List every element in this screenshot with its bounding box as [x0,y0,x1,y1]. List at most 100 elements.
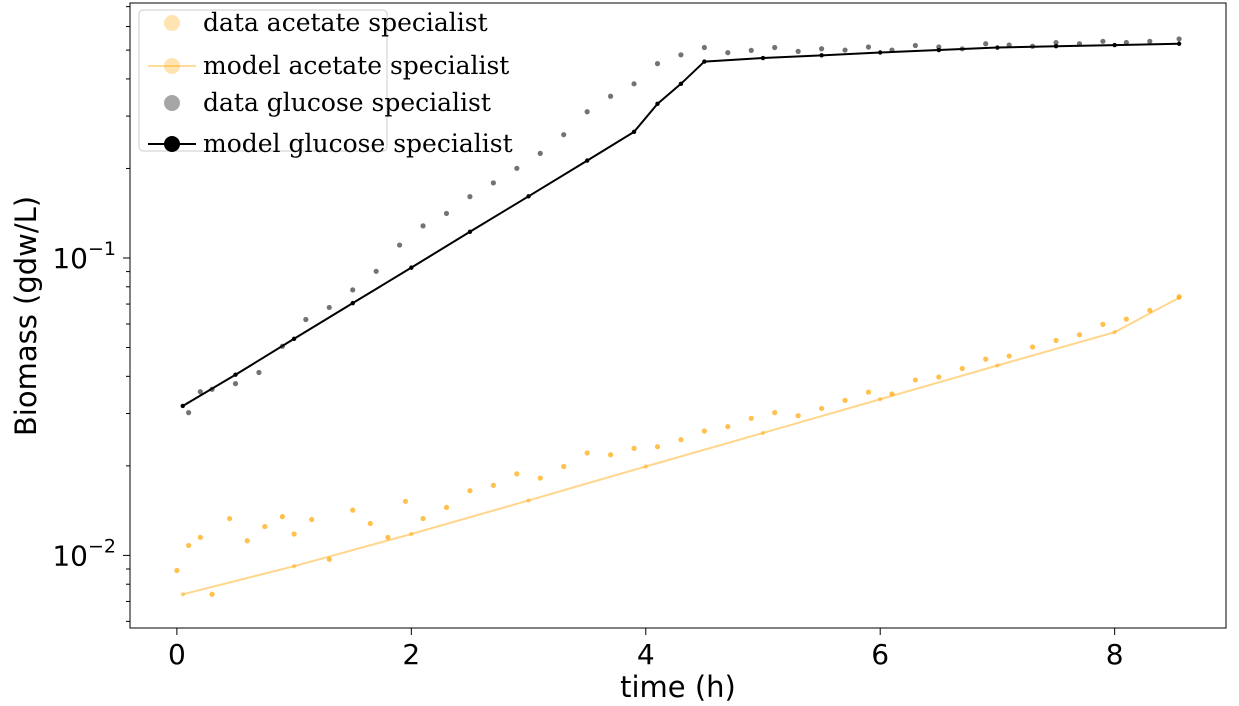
data-point [561,463,567,470]
data-point [186,542,192,549]
series-model-acetate-specialist [180,295,1182,597]
model-point [1112,42,1117,48]
model-point [995,363,1000,368]
series-data-glucose-specialist [186,36,1182,416]
x-tick-label: 6 [871,638,889,671]
y-tick-label: 10−2 [52,535,116,572]
data-point [326,304,332,311]
data-point [537,150,543,156]
data-point [367,520,373,527]
data-point [373,268,379,274]
data-point [912,377,918,383]
data-point [748,47,754,54]
model-point [1176,41,1182,46]
y-axis: 10−210−1 [52,6,130,622]
data-point [772,410,778,416]
data-point [701,44,707,51]
model-point [526,194,531,199]
data-point [748,415,754,421]
model-point [584,158,590,163]
legend-marker [164,95,180,111]
model-point [180,403,185,409]
data-point [467,488,473,494]
legend-label: data glucose specialist [203,88,491,117]
data-point [1053,39,1059,46]
data-point [842,47,848,53]
legend-marker [164,58,180,74]
data-point [420,515,426,522]
model-point [631,129,637,135]
data-point [291,531,297,537]
model-point [760,430,766,436]
data-point [186,410,192,416]
data-point [467,194,473,200]
y-tick-exponent: −2 [88,535,116,557]
data-point [607,93,614,99]
model-point [702,59,707,64]
data-point [1176,294,1182,300]
data-point [443,210,450,217]
series-model-glucose-specialist [180,41,1182,409]
data-point [983,41,989,47]
data-point [402,498,409,504]
data-point [1029,344,1036,350]
data-point [262,523,268,530]
data-point [209,591,215,597]
data-point [772,44,778,51]
model-point [409,531,414,537]
data-point [256,369,262,376]
legend-marker [164,15,180,31]
data-point [1147,307,1153,313]
data-point [514,471,520,477]
legend-label: model acetate specialist [203,51,509,80]
x-axis: 0 2 4 6 8 [168,628,1124,671]
data-point [561,132,567,138]
data-point [350,507,356,513]
model-line [182,296,1180,596]
series-data-acetate-specialist [174,294,1182,597]
data-point [397,242,403,248]
data-point [701,428,707,434]
model-point [291,336,297,341]
data-point [865,389,872,395]
y-tick-exponent: −1 [88,238,116,260]
model-point [643,464,648,469]
data-point [983,356,989,362]
model-line [182,42,1180,407]
data-point [537,475,543,481]
data-point [1100,321,1106,327]
data-point [889,391,895,397]
data-point [490,482,496,488]
data-point [725,50,731,56]
data-point [1100,38,1106,44]
data-point [959,365,965,372]
data-point [654,61,661,67]
model-point [760,55,766,61]
data-point [1076,332,1083,338]
series-layer [174,36,1182,597]
data-point [1147,38,1153,44]
model-point [180,592,185,597]
model-point [678,81,684,86]
model-point [819,53,824,58]
data-point [631,445,637,451]
data-point [514,165,520,171]
model-point [1112,329,1117,335]
data-point [865,44,872,50]
x-tick-label: 0 [168,638,186,671]
data-point [1053,337,1059,344]
data-point [227,515,233,522]
model-point [878,50,883,55]
data-point [326,556,332,562]
model-point [936,47,942,53]
data-point [303,316,309,323]
model-point [409,265,414,270]
data-point [350,287,356,293]
data-point [584,109,590,115]
y-axis-label: Biomass (gdw/L) [9,196,43,436]
data-point [443,504,450,511]
data-point [309,516,315,523]
data-point [818,405,825,412]
data-point [818,46,825,52]
